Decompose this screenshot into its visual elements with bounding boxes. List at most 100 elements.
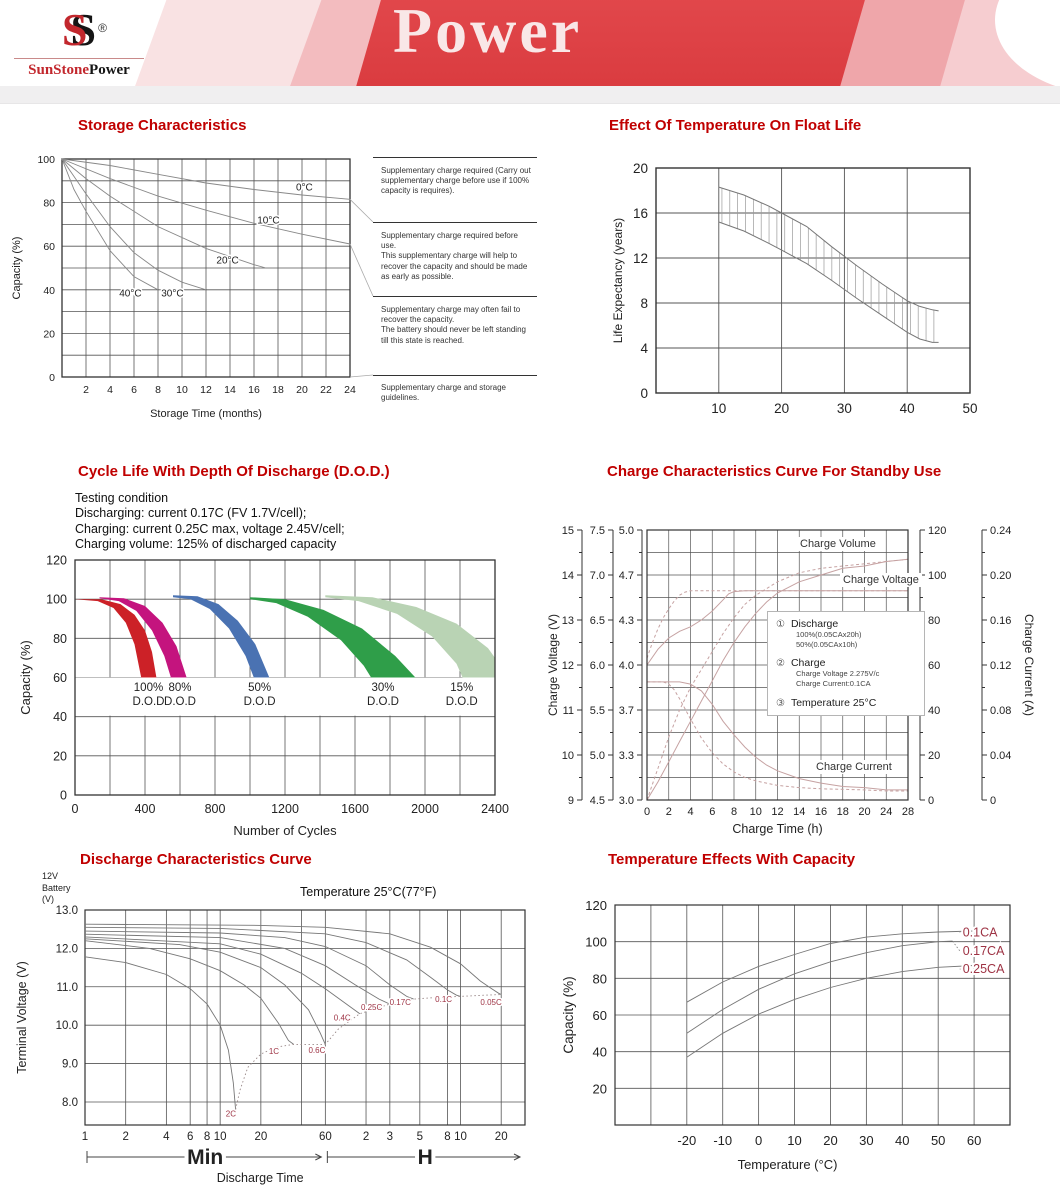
svg-text:6.0: 6.0 (590, 660, 605, 672)
svg-text:40: 40 (53, 710, 67, 724)
svg-text:2000: 2000 (411, 802, 439, 816)
svg-text:1200: 1200 (271, 802, 299, 816)
svg-text:13: 13 (562, 615, 574, 627)
svg-text:D.O.D: D.O.D (244, 696, 276, 708)
svg-text:0: 0 (755, 1133, 762, 1148)
svg-text:4: 4 (687, 806, 693, 818)
svg-text:60: 60 (928, 660, 940, 672)
svg-text:10: 10 (562, 750, 574, 762)
svg-text:1: 1 (82, 1131, 88, 1143)
svg-text:30%: 30% (371, 682, 394, 694)
section-discharge: 0.05C 0.1C 0.17C 0.25C 0.4C 0.6C 1C 2C 13.0 12.0 1… (0, 845, 545, 1199)
svg-text:9: 9 (568, 795, 574, 807)
svg-text:28: 28 (902, 806, 914, 818)
svg-text:0.12: 0.12 (990, 660, 1011, 672)
banner-word: Power (393, 0, 583, 66)
svg-text:50: 50 (962, 401, 977, 416)
svg-text:40: 40 (928, 705, 940, 717)
charge-chart: 15 14 13 12 11 10 9 7.5 7.0 6.5 6.0 5.5 5.0 4.5 5.0 4.7… (546, 525, 1036, 836)
svg-text:0: 0 (990, 795, 996, 807)
svg-text:800: 800 (205, 802, 226, 816)
svg-text:100: 100 (37, 154, 55, 166)
section-storage: 0°C 10°C 20°C 30°C 40°C 0 20 40 60 80 100 2 4 6 8 10 12 1… (0, 105, 545, 445)
condition-line: Charging volume: 125% of discharged capa… (75, 536, 337, 551)
svg-text:2: 2 (363, 1131, 369, 1143)
svg-text:20: 20 (928, 750, 940, 762)
float-life-chart: 0 4 8 12 16 20 10 20 30 40 50 Life Expectancy (year… (611, 161, 978, 416)
condition-line: Discharging: current 0.17C (FV 1.7V/cell… (75, 506, 307, 521)
svg-text:20: 20 (593, 1081, 607, 1096)
svg-text:4.0: 4.0 (619, 660, 634, 672)
svg-text:20: 20 (774, 401, 789, 416)
svg-text:2: 2 (83, 384, 89, 396)
svg-text:8: 8 (204, 1131, 210, 1143)
svg-text:22: 22 (320, 384, 332, 396)
svg-text:Capacity (%): Capacity (%) (11, 237, 23, 300)
svg-text:D.O.D: D.O.D (133, 696, 165, 708)
svg-text:120: 120 (928, 525, 946, 537)
svg-text:0.24: 0.24 (990, 525, 1011, 537)
svg-text:Discharge Time: Discharge Time (217, 1171, 304, 1185)
svg-text:11.0: 11.0 (56, 982, 78, 994)
svg-text:0.25CA: 0.25CA (963, 962, 1005, 976)
storage-note: Supplementary charge required before use… (381, 231, 528, 281)
svg-text:4.3: 4.3 (619, 615, 634, 627)
section-title: Temperature Effects With Capacity (608, 851, 856, 868)
svg-text:Min: Min (187, 1146, 223, 1169)
svg-text:13.0: 13.0 (56, 905, 78, 917)
svg-text:0.6C: 0.6C (308, 1046, 325, 1055)
storage-notes-panel: Supplementary charge required (Carry out… (373, 157, 537, 417)
svg-text:10: 10 (176, 384, 188, 396)
svg-text:-20: -20 (677, 1133, 696, 1148)
section-title: Storage Characteristics (78, 117, 247, 134)
legend-item: ① Discharge 100%(0.05CAx20h) 50%(0.05CAx1… (776, 618, 862, 650)
svg-text:Terminal Voltage (V): Terminal Voltage (V) (15, 961, 29, 1074)
svg-text:10.0: 10.0 (56, 1020, 78, 1032)
section-temp-capacity: 0.1CA 0.17CA 0.25CA 20 40 60 80 100 120 -20 -10 0 10… (545, 845, 1060, 1199)
svg-text:80: 80 (53, 632, 67, 646)
svg-text:40: 40 (593, 1045, 607, 1060)
svg-text:1600: 1600 (341, 802, 369, 816)
legend-item: ② Charge Charge Voltage 2.275V/c Charge C… (776, 657, 880, 689)
svg-text:14: 14 (224, 384, 236, 396)
svg-text:D.O.D: D.O.D (164, 696, 196, 708)
svg-text:40: 40 (900, 401, 915, 416)
brand-logo: SS ® SunStonePower (14, 6, 144, 79)
header: Power SS ® SunStonePower (0, 0, 1060, 86)
svg-text:80%: 80% (168, 682, 191, 694)
discharge-subtitle: Temperature 25°C(77°F) (300, 885, 437, 899)
svg-text:80: 80 (593, 971, 607, 986)
svg-text:8: 8 (640, 296, 648, 311)
svg-text:20: 20 (823, 1133, 837, 1148)
svg-text:2: 2 (122, 1131, 128, 1143)
svg-text:10: 10 (454, 1131, 467, 1143)
svg-text:20: 20 (858, 806, 870, 818)
svg-text:40: 40 (43, 285, 55, 297)
svg-text:80: 80 (928, 615, 940, 627)
svg-text:10: 10 (750, 806, 762, 818)
svg-text:10: 10 (787, 1133, 801, 1148)
svg-text:60: 60 (319, 1131, 332, 1143)
svg-text:1C: 1C (269, 1047, 279, 1056)
logo-monogram-icon: SS ® (61, 4, 107, 55)
svg-text:120: 120 (46, 554, 67, 568)
brand-name: SunStonePower (14, 58, 144, 79)
section-charge: 15 14 13 12 11 10 9 7.5 7.0 6.5 6.0 5.5 5.0 4.5 5.0 4.7… (545, 445, 1060, 855)
svg-text:18: 18 (272, 384, 284, 396)
legend-item: ③ Temperature 25°C (776, 696, 877, 709)
svg-text:0: 0 (928, 795, 934, 807)
svg-text:H: H (418, 1146, 433, 1169)
svg-text:4: 4 (640, 341, 648, 356)
svg-text:0°C: 0°C (296, 183, 313, 194)
svg-text:20: 20 (53, 749, 67, 763)
discharge-chart: 0.05C 0.1C 0.17C 0.25C 0.4C 0.6C 1C 2C 13.0 12.0 1… (15, 905, 526, 1185)
header-divider-strip (0, 86, 1060, 104)
svg-text:400: 400 (135, 802, 156, 816)
section-title: Cycle Life With Depth Of Discharge (D.O.… (78, 463, 390, 480)
svg-text:Storage Time (months): Storage Time (months) (150, 408, 262, 420)
svg-text:5: 5 (417, 1131, 423, 1143)
storage-note: Supplementary charge may often fail to r… (381, 305, 526, 345)
svg-text:8: 8 (155, 384, 161, 396)
condition-line: Testing condition (75, 491, 169, 505)
